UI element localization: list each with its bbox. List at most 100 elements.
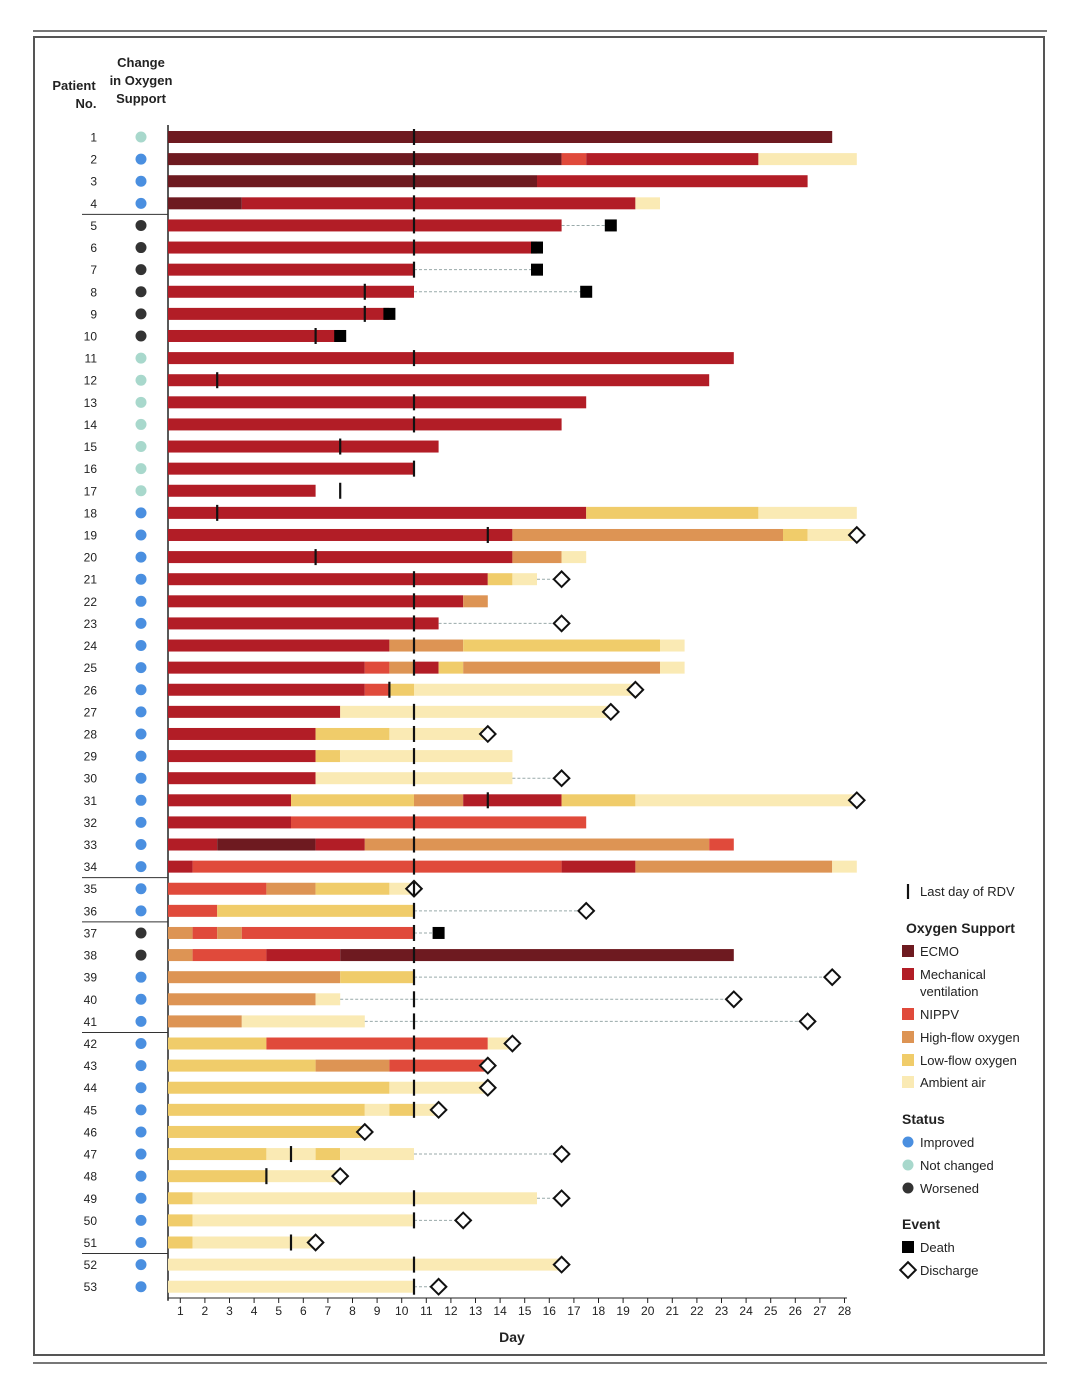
legend-swatch: [902, 968, 914, 980]
patient-number: 15: [84, 440, 98, 454]
patient-row: 22: [84, 593, 488, 610]
bar-segment: [168, 153, 562, 166]
status-dot: [135, 352, 147, 364]
patient-number: 53: [84, 1280, 98, 1294]
legend-discharge-marker: [898, 1260, 918, 1280]
bar-segment: [635, 860, 833, 873]
legend-status-dot: [902, 1159, 914, 1171]
legend-swatch: [902, 1008, 914, 1020]
patient-rows: 1234567891011121314151617181920212223242…: [82, 125, 866, 1301]
status-dot: [135, 1038, 147, 1050]
x-axis-label: Day: [499, 1329, 525, 1345]
status-dot: [135, 883, 147, 895]
patient-number: 46: [84, 1125, 98, 1139]
x-tick-label: 19: [616, 1304, 630, 1318]
bar-segment: [168, 904, 218, 917]
status-dot: [135, 971, 147, 983]
discharge-marker: [823, 967, 842, 987]
bar-segment: [340, 750, 513, 763]
patient-row: 51: [84, 1233, 325, 1252]
bar-segment: [168, 528, 513, 541]
patient-row: 23: [84, 614, 571, 633]
bar-segment: [537, 175, 808, 188]
top-rule: [33, 30, 1047, 32]
legend-status-title: Status: [902, 1111, 945, 1127]
status-dot: [135, 728, 147, 740]
bar-segment: [266, 1170, 341, 1183]
patient-number: 18: [84, 506, 98, 520]
patient-number: 13: [84, 396, 98, 410]
patient-row: 46: [84, 1122, 374, 1142]
patient-row: 37: [84, 924, 445, 941]
x-tick-label: 12: [444, 1304, 458, 1318]
patient-row: 36: [84, 901, 596, 921]
status-dot: [135, 264, 147, 276]
status-dot: [135, 949, 147, 961]
death-marker: [383, 307, 396, 320]
bar-segment: [807, 528, 857, 541]
bar-segment: [168, 1280, 414, 1293]
bar-segment: [217, 838, 316, 851]
x-tick-label: 6: [300, 1304, 307, 1318]
bar-segment: [463, 661, 660, 674]
bar-segment: [414, 661, 439, 674]
bar-segment: [340, 971, 414, 984]
patient-number: 48: [84, 1170, 98, 1184]
patient-row: 28: [84, 724, 497, 744]
legend-event-title: Event: [902, 1216, 940, 1232]
x-tick-label: 16: [543, 1304, 557, 1318]
patient-row: 30: [84, 768, 571, 788]
x-tick-label: 18: [592, 1304, 606, 1318]
patient-row: 52: [84, 1255, 571, 1274]
status-dot: [135, 463, 147, 475]
patient-row: 44: [84, 1078, 497, 1097]
x-tick-label: 20: [641, 1304, 655, 1318]
bar-segment: [168, 462, 414, 475]
bar-segment: [463, 794, 562, 807]
patient-row: 13: [84, 394, 587, 411]
bar-segment: [168, 772, 316, 785]
status-dot: [135, 330, 147, 342]
discharge-marker: [552, 768, 571, 788]
bar-segment: [561, 794, 636, 807]
patient-number: 39: [84, 971, 98, 985]
status-dot: [135, 1015, 147, 1027]
header-patient-no: Patient No.: [52, 78, 96, 111]
bar-segment: [266, 882, 316, 895]
patient-row: 2: [90, 151, 857, 168]
bar-segment: [709, 838, 734, 851]
patient-row: 50: [84, 1211, 473, 1230]
bar-segment: [340, 1148, 414, 1161]
bar-segment: [414, 683, 636, 696]
bar-segment: [168, 573, 488, 586]
patient-row: 43: [84, 1056, 497, 1075]
bar-segment: [635, 197, 660, 210]
x-tick-label: 26: [789, 1304, 803, 1318]
bar-segment: [192, 926, 218, 939]
patient-row: 6: [90, 239, 543, 256]
legend-swatch: [902, 1054, 914, 1066]
bar-segment: [635, 794, 857, 807]
bar-segment: [291, 816, 587, 829]
bar-segment: [168, 595, 464, 608]
legend-oxygen-title: Oxygen Support: [906, 920, 1015, 936]
patient-row: 21: [84, 570, 571, 589]
bar-segment: [758, 153, 857, 166]
patient-number: 12: [84, 374, 98, 388]
status-dot: [135, 750, 147, 762]
status-dot: [135, 1192, 147, 1204]
bar-segment: [315, 1059, 390, 1072]
x-tick-label: 25: [764, 1304, 778, 1318]
patient-number: 1: [90, 131, 97, 145]
legend-swatch: [902, 945, 914, 957]
patient-number: 6: [90, 241, 97, 255]
bar-segment: [168, 1170, 267, 1183]
x-tick-label: 14: [493, 1304, 507, 1318]
patient-row: 33: [84, 836, 734, 853]
status-dot: [135, 219, 147, 231]
bar-segment: [241, 197, 636, 210]
discharge-marker: [626, 680, 645, 699]
discharge-marker: [478, 1056, 497, 1075]
patient-number: 7: [90, 263, 97, 277]
discharge-marker: [552, 1144, 571, 1164]
